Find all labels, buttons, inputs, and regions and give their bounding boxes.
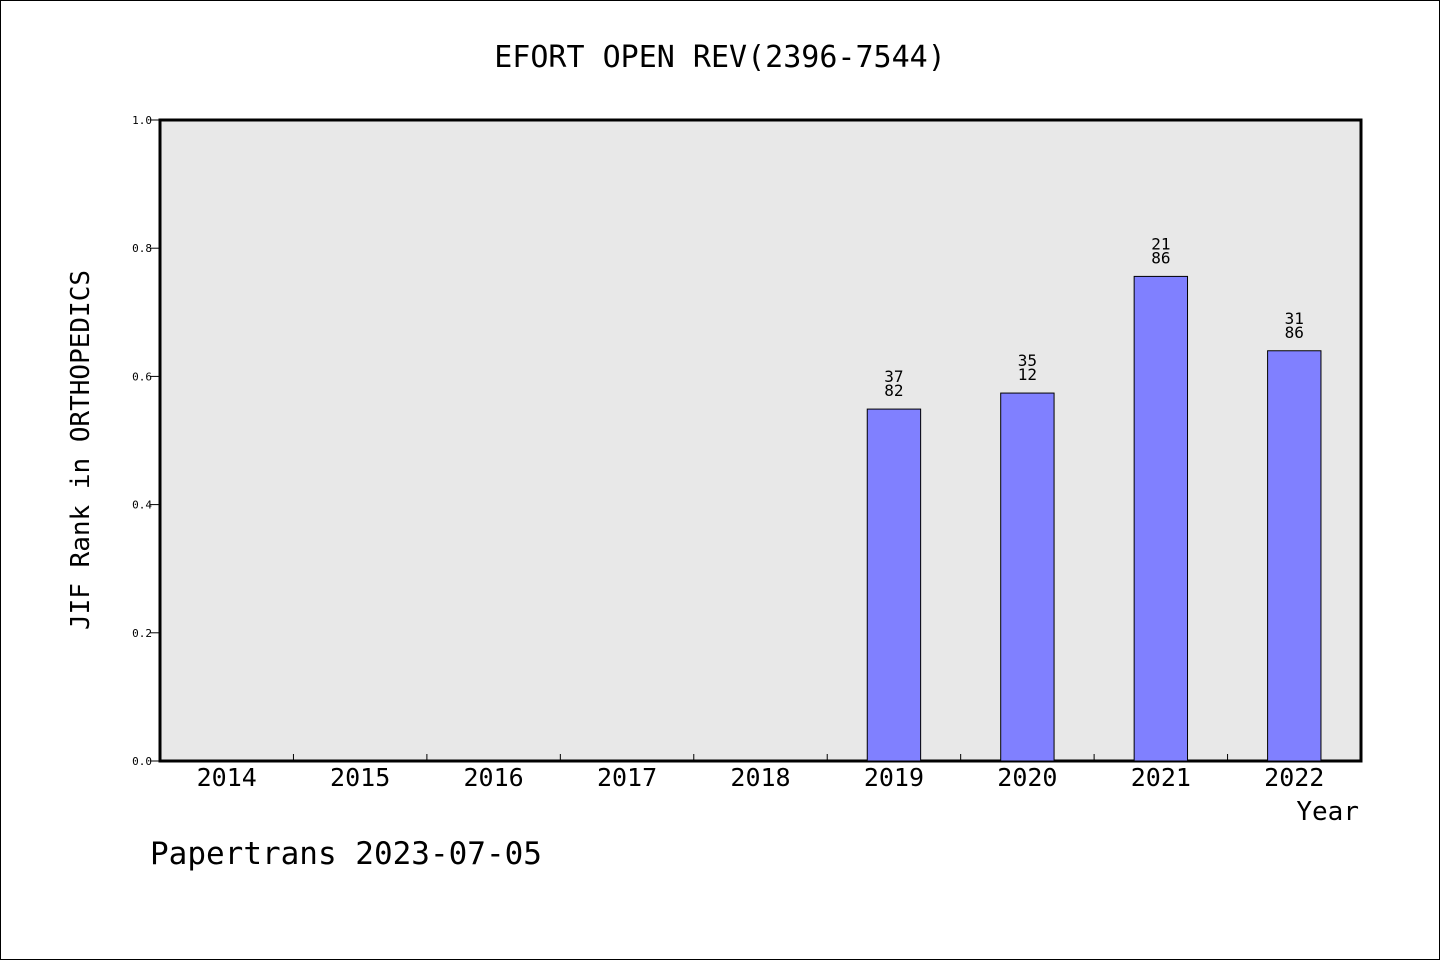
bar-label-2020: 12 [1018,365,1037,384]
y-axis: 0.0 0.2 0.4 0.6 0.8 1.0 [132,114,160,768]
chart-title: EFORT OPEN REV(2396-7544) [494,40,946,75]
x-tick-label: 2015 [330,763,390,792]
x-tick-label: 2019 [864,763,924,792]
x-axis: 2014 2015 2016 2017 2018 2019 2020 2021 2022 [197,754,1324,792]
x-tick-label: 2020 [997,763,1057,792]
bar-label-2022: 31 [1285,309,1304,328]
x-axis-label: Year [1296,797,1359,827]
bar-label-2020: 35 [1018,351,1037,370]
x-tick-label: 2021 [1131,763,1191,792]
bar-label-2022: 86 [1285,323,1304,342]
x-tick-label: 2016 [464,763,524,792]
y-tick-label: 0.8 [132,242,152,255]
y-tick-label: 0.2 [132,627,152,640]
bar-2020 [1000,392,1055,762]
x-tick-label: 2022 [1264,763,1324,792]
y-axis-label: JIF Rank in ORTHOPEDICS [66,270,96,630]
bar-series [866,275,1322,762]
x-tick-label: 2014 [197,763,257,792]
x-tick-label: 2017 [597,763,657,792]
footer-watermark: Papertrans 2023-07-05 [150,836,542,872]
bar-2019 [866,408,922,762]
bar-label-2019: 82 [884,381,903,400]
x-tick-label: 2018 [730,763,790,792]
bar-2021 [1133,275,1189,762]
bar-label-2019: 37 [884,367,903,386]
y-tick-label: 1.0 [132,114,152,127]
y-tick-label: 0.6 [132,370,152,383]
bar-label-2021: 86 [1151,248,1170,267]
bar-label-2021: 21 [1151,234,1170,253]
y-tick-label: 0.4 [132,499,152,512]
bar-2022 [1267,350,1322,762]
y-tick-label: 0.0 [132,755,152,768]
